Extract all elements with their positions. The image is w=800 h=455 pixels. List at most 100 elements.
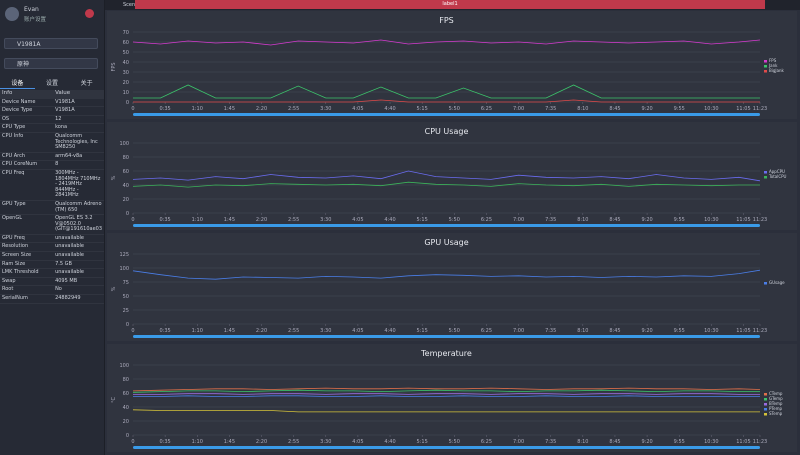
x-tick-label: 3:30: [320, 106, 331, 112]
sidebar: Evan 账户设置 V1981A 原神 设备 设置 关于 Info Value D…: [0, 0, 105, 455]
legend-label: GTemp: [769, 396, 783, 401]
y-tick-label: 0: [126, 100, 129, 106]
info-key: OS: [0, 115, 54, 125]
table-row: Root No: [0, 285, 104, 296]
info-value: arm64-v8a: [53, 152, 104, 162]
x-tick-label: 2:20: [256, 106, 267, 112]
x-tick-label: 5:15: [417, 439, 428, 445]
legend-swatch: [764, 65, 767, 68]
info-value: 12: [53, 115, 104, 125]
x-tick-label: 11:23: [753, 106, 767, 112]
x-tick-label: 4:40: [384, 217, 395, 223]
chart-panel: [107, 233, 797, 341]
y-tick-label: 0: [126, 322, 129, 328]
x-tick-label: 11:23: [753, 439, 767, 445]
table-row: Resolution unavailable: [0, 242, 104, 253]
legend-swatch: [764, 413, 767, 416]
table-row: CPU Freq 300MHz - 1804MHz 710MHz - 2419MH…: [0, 169, 104, 201]
x-tick-label: 8:45: [609, 106, 620, 112]
x-tick-label: 5:15: [417, 328, 428, 334]
y-tick-label: 80: [123, 155, 129, 161]
legend-label: GUsage: [769, 280, 785, 285]
table-row: Swap 4095 MB: [0, 277, 104, 287]
info-value: unavailable: [53, 234, 104, 244]
charts: FPS FPS 0 10 20 30 40 50 60 70 0 0:35 1:10 1:45 2:20 2:…: [107, 11, 797, 452]
table-row: Screen Size unavailable: [0, 251, 104, 261]
series-line: [132, 181, 760, 188]
tab[interactable]: 设备: [0, 79, 35, 89]
x-tick-label: 9:20: [641, 328, 652, 334]
chart-panel: [107, 344, 797, 452]
legend-swatch: [764, 282, 767, 285]
table-row: CPU Info Qualcomm Technologies, Inc SM825…: [0, 132, 104, 153]
info-key: Resolution: [0, 242, 54, 253]
chart-title: GPU Usage: [424, 238, 468, 247]
account-link[interactable]: 账户设置: [24, 17, 47, 23]
x-tick-label: 2:55: [288, 106, 299, 112]
x-tick-label: 4:40: [384, 439, 395, 445]
table-row: GPU Type Qualcomm Adreno (TM) 650: [0, 200, 104, 216]
info-value: No: [53, 285, 104, 296]
table-row: LMK Threshold unavailable: [0, 268, 104, 278]
x-tick-label: 6:25: [481, 106, 492, 112]
table-row: CPU Type kona: [0, 123, 104, 133]
avatar: [5, 7, 19, 21]
x-tick-label: 4:05: [352, 106, 363, 112]
x-tick-label: 1:45: [224, 106, 235, 112]
x-tick-label: 7:35: [545, 328, 556, 334]
table-row: Device Type V1981A: [0, 106, 104, 116]
info-value: 300MHz - 1804MHz 710MHz - 2419MHz 844MHz…: [53, 169, 104, 201]
series-line: [132, 409, 760, 413]
x-tick-label: 7:35: [545, 217, 556, 223]
y-tick-label: 75: [123, 280, 129, 286]
scrollbar: [133, 335, 760, 338]
legend-label: BTemp: [769, 401, 783, 406]
x-tick-label: 8:45: [609, 328, 620, 334]
info-value: unavailable: [53, 268, 104, 278]
header-cell: Value: [53, 90, 104, 99]
app-select[interactable]: 原神: [4, 58, 98, 69]
x-tick-label: 10:30: [704, 439, 718, 445]
x-tick-label: 1:45: [224, 439, 235, 445]
x-tick-label: 1:10: [192, 439, 203, 445]
chart-title: FPS: [439, 16, 454, 25]
label-tab[interactable]: label1: [135, 0, 765, 9]
info-table: Info Value Device Name V1981A Device Type V1…: [0, 90, 104, 304]
info-value: OpenGL ES 3.2 V@0502.0 (GIT@191610ae03: [53, 214, 104, 235]
info-value: unavailable: [53, 242, 104, 253]
y-tick-label: 10: [123, 90, 129, 96]
y-tick-label: 40: [123, 405, 129, 411]
close-button[interactable]: [85, 9, 94, 18]
x-tick-label: 6:25: [481, 439, 492, 445]
y-tick-label: 125: [119, 252, 129, 258]
y-tick-label: 25: [123, 308, 129, 314]
y-tick-label: 50: [123, 50, 129, 56]
info-key: CPU CoreNum: [0, 160, 54, 170]
tab[interactable]: 设置: [46, 80, 59, 87]
x-tick-label: 0: [131, 217, 134, 223]
y-tick-label: 0: [126, 211, 129, 217]
x-tick-label: 3:30: [320, 328, 331, 334]
info-value: 7.5 GB: [53, 260, 104, 270]
y-tick-label: 60: [123, 391, 129, 397]
y-tick-label: 50: [123, 294, 129, 300]
x-tick-label: 1:10: [192, 106, 203, 112]
x-tick-label: 2:55: [288, 217, 299, 223]
legend-swatch: [764, 70, 767, 73]
info-key: CPU Type: [0, 123, 54, 133]
info-key: GPU Freq: [0, 234, 54, 244]
x-tick-label: 10:30: [704, 217, 718, 223]
scene-tab[interactable]: SceneTab: [123, 2, 147, 8]
header-cell: Info: [0, 90, 54, 99]
info-value: V1981A: [53, 98, 104, 108]
x-tick-label: 9:20: [641, 217, 652, 223]
x-tick-label: 4:40: [384, 106, 395, 112]
x-tick-label: 0:35: [160, 106, 171, 112]
x-tick-label: 11:23: [753, 328, 767, 334]
x-tick-label: 9:55: [674, 106, 685, 112]
tab[interactable]: 关于: [80, 80, 93, 87]
x-tick-label: 1:10: [192, 328, 203, 334]
device-select[interactable]: V1981A: [4, 38, 98, 49]
y-tick-label: 60: [123, 169, 129, 175]
